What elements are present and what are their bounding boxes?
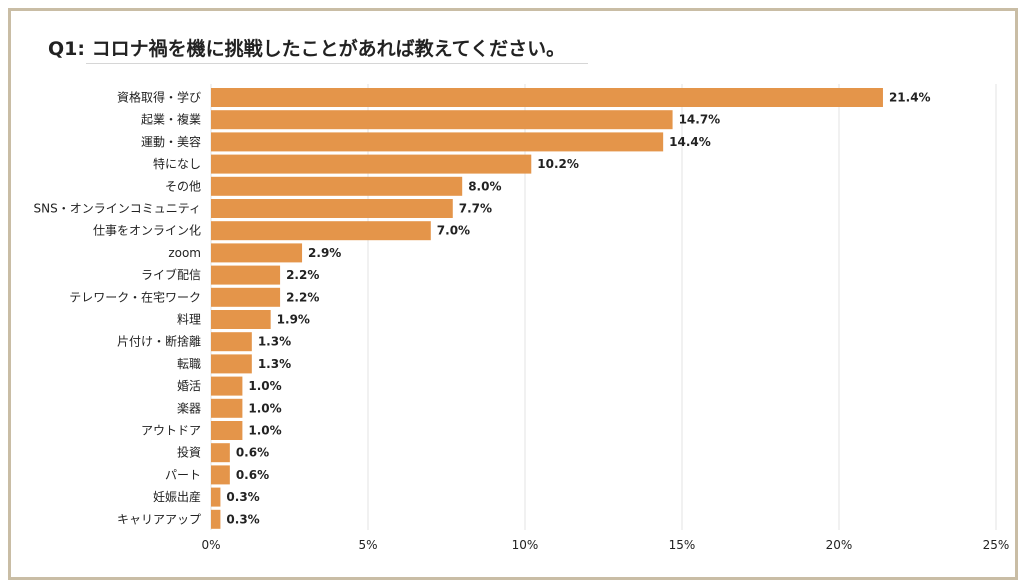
category-label: 楽器 (177, 401, 201, 415)
category-label: 運動・美容 (141, 134, 201, 149)
value-label: 21.4% (889, 91, 931, 105)
bar (211, 88, 883, 107)
category-label: 資格取得・学び (117, 90, 201, 105)
bar (211, 265, 281, 285)
category-label: zoom (168, 246, 201, 260)
category-label: 料理 (177, 313, 201, 327)
value-label: 1.9% (277, 313, 310, 327)
bar (211, 110, 673, 130)
bar (211, 332, 252, 352)
value-label: 1.0% (248, 424, 281, 438)
x-tick-label: 25% (983, 538, 1010, 552)
category-label: ライブ配信 (141, 267, 201, 282)
category-label: SNS・オンラインコミュニティ (34, 202, 202, 216)
category-label: 転職 (177, 357, 201, 371)
x-tick-label: 15% (669, 538, 696, 552)
category-label: テレワーク・在宅ワーク (69, 289, 201, 304)
value-label: 1.0% (248, 401, 281, 415)
category-label: キャリアアップ (117, 512, 201, 526)
x-tick-label: 10% (512, 538, 539, 552)
bars (211, 88, 883, 529)
value-label: 10.2% (537, 157, 579, 171)
value-label: 1.3% (258, 335, 291, 349)
value-label: 0.6% (236, 468, 269, 482)
x-tick-label: 20% (826, 538, 853, 552)
value-label: 2.2% (286, 290, 319, 304)
value-label: 0.3% (226, 490, 259, 504)
bar (211, 132, 664, 152)
value-label: 1.3% (258, 357, 291, 371)
value-label: 1.0% (248, 379, 281, 393)
category-label: 起業・複業 (141, 112, 201, 127)
x-tick-label: 0% (201, 538, 220, 552)
bar (211, 398, 243, 418)
value-label: 14.4% (669, 135, 711, 149)
bar (211, 443, 230, 463)
category-label: 片付け・断捨離 (117, 334, 201, 349)
title-underline (86, 63, 588, 64)
category-label: パート (165, 468, 201, 482)
bar (211, 243, 303, 263)
value-label: 2.9% (308, 246, 341, 260)
bar (211, 487, 221, 507)
bar (211, 154, 532, 174)
value-label: 0.3% (226, 512, 259, 526)
bar (211, 199, 453, 218)
value-label: 8.0% (468, 179, 501, 193)
bar (211, 176, 463, 196)
category-label: 仕事をオンライン化 (93, 224, 201, 238)
category-label: 特になし (153, 156, 201, 171)
bar (211, 310, 271, 329)
bar (211, 376, 243, 396)
bar (211, 221, 431, 241)
x-axis-ticks: 0% 5% 10% 15% 20% 25% (201, 538, 1009, 552)
category-label: その他 (165, 179, 201, 193)
bar (211, 421, 243, 440)
category-label: 婚活 (177, 379, 201, 393)
x-tick-label: 5% (358, 538, 377, 552)
category-label: 投資 (177, 445, 201, 460)
chart-title: Q1: コロナ禍を機に挑戦したことがあれば教えてください。 (48, 38, 566, 60)
value-label: 7.0% (437, 224, 470, 238)
bar (211, 465, 230, 485)
value-label: 2.2% (286, 268, 319, 282)
bar (211, 509, 221, 529)
category-label: 妊娠出産 (153, 489, 201, 504)
value-label: 14.7% (679, 113, 721, 127)
bar (211, 354, 252, 374)
value-label: 0.6% (236, 446, 269, 460)
category-label: アウトドア (141, 424, 201, 438)
value-label: 7.7% (459, 202, 492, 216)
bar (211, 287, 281, 307)
value-labels: 21.4% 14.7% 14.4% 10.2% 8.0% 7.7% 7.0% 2.9% 2.2%… (226, 91, 930, 527)
